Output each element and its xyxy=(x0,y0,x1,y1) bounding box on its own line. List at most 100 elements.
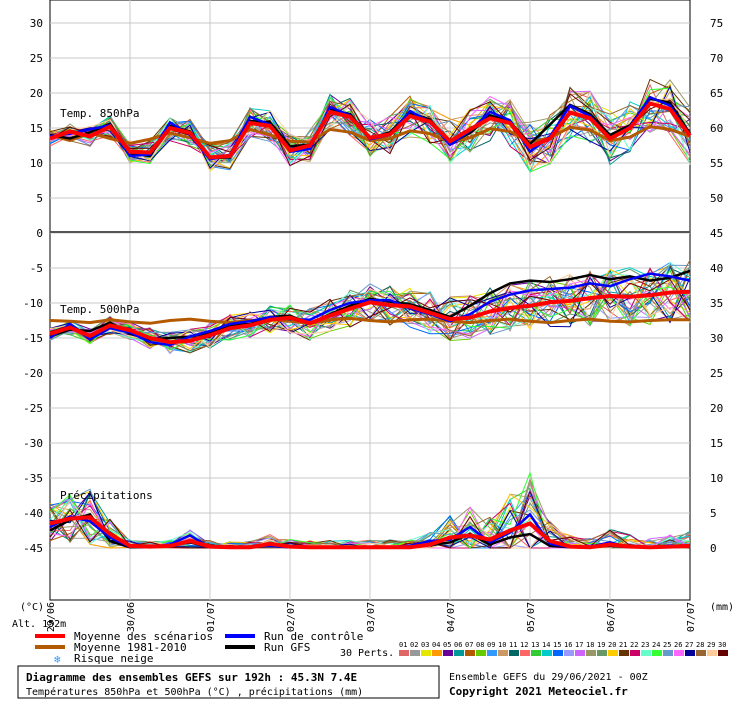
left-tick-label: 30 xyxy=(30,17,43,30)
right-tick-label: 30 xyxy=(710,332,723,345)
date-axis-tick-labels: 29/06 30/06 01/07 02/07 03/07 04/07 05/07 06/07… xyxy=(46,602,697,632)
pert-id-label: 07 xyxy=(465,641,473,649)
pert-id-label: 23 xyxy=(641,641,649,649)
pert-id-label: 21 xyxy=(619,641,627,649)
left-tick-label: 5 xyxy=(36,192,43,205)
left-tick-label: -5 xyxy=(30,262,43,275)
snow-risk-icon: ❄ xyxy=(54,653,61,666)
t850-member-24 xyxy=(49,87,691,173)
left-tick-label: -20 xyxy=(23,367,43,380)
pert-color-swatch xyxy=(685,650,695,656)
pert-color-swatch xyxy=(432,650,442,656)
right-tick-label: 65 xyxy=(710,87,723,100)
right-tick-label: 20 xyxy=(710,402,723,415)
footer-subtitle: Températures 850hPa et 500hPa (°C) , pré… xyxy=(26,686,363,698)
right-tick-label: 15 xyxy=(710,437,723,450)
t500-climate-mean-line xyxy=(49,316,690,325)
pert-color-swatch xyxy=(454,650,464,656)
pert-id-label: 25 xyxy=(663,641,671,649)
precip-member-29 xyxy=(49,499,690,549)
pert-color-swatch xyxy=(663,650,673,656)
pert-id-label: 03 xyxy=(421,641,429,649)
left-tick-label: -35 xyxy=(23,472,43,485)
right-tick-label: 50 xyxy=(710,192,723,205)
pert-color-swatch xyxy=(641,650,651,656)
perturbation-legend: 01 02 03 04 05 06 07 08 09 10 11 12 13 14 15 16 17 18 19 20… xyxy=(399,641,728,656)
t500-member-22 xyxy=(49,267,691,348)
left-tick-label: 10 xyxy=(30,157,43,170)
pert-id-label: 30 xyxy=(718,641,726,649)
left-tick-label: 0 xyxy=(36,227,43,240)
pert-color-swatch xyxy=(652,650,662,656)
main-series-lines xyxy=(49,95,692,550)
pert-color-swatch xyxy=(575,650,585,656)
run-info: Ensemble GEFS du 29/06/2021 - 00Z xyxy=(449,672,648,683)
pert-id-label: 16 xyxy=(564,641,572,649)
date-tick-label: 04/07 xyxy=(446,602,457,632)
left-tick-label: -10 xyxy=(23,297,43,310)
pert-id-label: 15 xyxy=(553,641,561,649)
pert-color-swatch xyxy=(707,650,717,656)
legend-label-mean: Moyenne des scénarios xyxy=(74,630,213,643)
pert-id-label: 06 xyxy=(454,641,462,649)
right-tick-label: 70 xyxy=(710,52,723,65)
left-tick-label: -40 xyxy=(23,507,43,520)
pert-color-swatch xyxy=(443,650,453,656)
pert-id-label: 24 xyxy=(652,641,660,649)
pert-id-label: 14 xyxy=(542,641,550,649)
pert-id-label: 05 xyxy=(443,641,451,649)
legend-label-control: Run de contrôle xyxy=(264,630,363,643)
pert-color-swatch xyxy=(487,650,497,656)
date-tick-label: 30/06 xyxy=(126,602,137,632)
pert-color-swatch xyxy=(586,650,596,656)
pert-id-label: 19 xyxy=(597,641,605,649)
date-tick-label: 01/07 xyxy=(206,602,217,632)
t850-member-21 xyxy=(49,78,691,170)
pert-id-label: 29 xyxy=(707,641,715,649)
t850-panel-label: Temp. 850hPa xyxy=(60,107,139,120)
left-axis-tick-labels: 30 25 20 15 10 5 0 -5 -10 -15 -20 -25 -30 -35 -40 -45 xyxy=(23,17,43,555)
pert-color-swatch xyxy=(476,650,486,656)
right-tick-label: 5 xyxy=(710,507,717,520)
left-unit-label: (°C) xyxy=(20,602,44,613)
right-tick-label: 35 xyxy=(710,297,723,310)
perts-label: 30 Perts. xyxy=(340,648,394,659)
t850-member-27 xyxy=(49,85,691,170)
pert-id-label: 12 xyxy=(520,641,528,649)
pert-id-label: 11 xyxy=(509,641,517,649)
footer-title-box xyxy=(17,665,440,699)
pert-color-swatch xyxy=(531,650,541,656)
t500-control-run-line xyxy=(49,272,691,347)
pert-id-label: 04 xyxy=(432,641,440,649)
right-tick-label: 55 xyxy=(710,157,723,170)
t500-panel-label: Temp. 500hPa xyxy=(60,303,139,316)
pert-id-label: 20 xyxy=(608,641,616,649)
pert-id-label: 17 xyxy=(575,641,583,649)
pert-color-swatch xyxy=(718,650,728,656)
pert-id-label: 22 xyxy=(630,641,638,649)
legend-label-climate: Moyenne 1981-2010 xyxy=(74,641,187,654)
left-tick-label: -25 xyxy=(23,402,43,415)
right-tick-label: 75 xyxy=(710,17,723,30)
left-tick-label: 20 xyxy=(30,87,43,100)
pert-color-swatch xyxy=(520,650,530,656)
left-tick-label: -15 xyxy=(23,332,43,345)
pert-color-swatch xyxy=(553,650,563,656)
right-unit-label: (mm) xyxy=(710,602,734,613)
t850-climate-mean-line xyxy=(49,125,691,145)
pert-id-label: 28 xyxy=(696,641,704,649)
pert-color-swatch xyxy=(630,650,640,656)
pert-id-label: 27 xyxy=(685,641,693,649)
date-tick-label: 29/06 xyxy=(46,602,57,632)
left-tick-label: -45 xyxy=(23,542,43,555)
pert-id-label: 26 xyxy=(674,641,682,649)
date-tick-label: 02/07 xyxy=(286,602,297,632)
left-tick-label: 25 xyxy=(30,52,43,65)
legend-label-gfs: Run GFS xyxy=(264,641,310,654)
pert-id-label: 18 xyxy=(586,641,594,649)
pert-id-label: 01 xyxy=(399,641,407,649)
date-tick-label: 06/07 xyxy=(606,602,617,632)
pert-color-swatch xyxy=(597,650,607,656)
